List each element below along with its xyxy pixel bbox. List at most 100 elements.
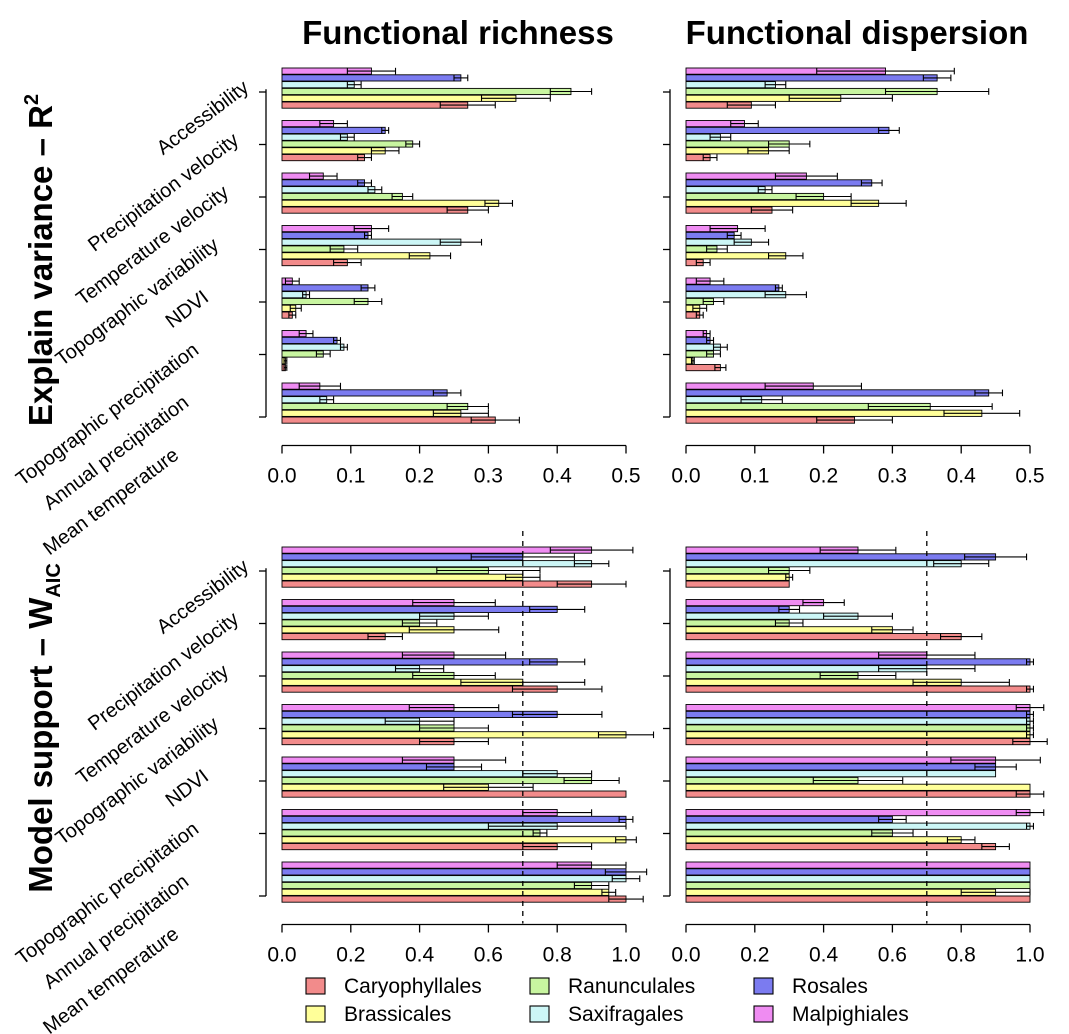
row-label-explain-variance-sup: 2 (21, 94, 43, 105)
bar-saxifragales (685, 875, 1031, 883)
svg-text:Model support – WAIC: Model support – WAIC (22, 563, 65, 893)
bar-brassicales (281, 836, 627, 844)
legend-swatch (529, 1005, 550, 1023)
bar-brassicales (281, 731, 627, 739)
bar-brassicales (281, 252, 431, 260)
bar-rosales (685, 553, 997, 561)
bar-brassicales (685, 731, 1031, 739)
bar-brassicales (281, 573, 524, 581)
x-tick-label: 0.0 (671, 944, 700, 967)
legend-item: Brassicales (305, 1003, 451, 1026)
bar-ranunculales (685, 881, 1031, 890)
x-tick-label: 0.8 (543, 944, 572, 967)
bar-caryophyllales (281, 790, 627, 798)
bar-ranunculales (281, 140, 414, 148)
legend-swatch (753, 977, 774, 995)
x-tick-label: 1.0 (1015, 944, 1044, 967)
bar-saxifragales (685, 717, 1031, 725)
bar-caryophyllales (281, 843, 558, 851)
bar-rosales (281, 284, 369, 292)
legend-item: Caryophyllales (305, 975, 482, 998)
bar-rosales (281, 126, 386, 134)
bar-saxifragales (281, 875, 627, 883)
row-label-model-support-sub: AIC (43, 563, 65, 597)
bar-malpighiales (281, 546, 593, 554)
bar-rosales (281, 179, 366, 187)
bar-caryophyllales (685, 738, 1031, 746)
bar-rosales (685, 815, 893, 823)
legend-item: Malpighiales (753, 1003, 909, 1026)
bar-malpighiales (281, 809, 558, 817)
bar-caryophyllales (281, 154, 366, 162)
bar-caryophyllales (685, 580, 790, 588)
bar-saxifragales (685, 822, 1031, 830)
bar-rosales (685, 389, 990, 397)
bar-ranunculales (281, 402, 469, 411)
x-tick-label: 0.1 (336, 465, 365, 488)
bar-saxifragales (281, 560, 593, 568)
bar-rosales (281, 605, 558, 613)
bar-rosales (281, 231, 369, 239)
legend-label: Saxifragales (568, 1003, 684, 1026)
chart-panels: 0.0 0.1 0.2 0.3 0.4 0.5 0.0 0.1 0.2 0.3 0.4 0.50.0 0… (259, 67, 1048, 967)
bar-ranunculales (281, 87, 572, 96)
chart-panel-2: 0.0 0.1 0.2 0.3 0.4 0.5 (663, 67, 1045, 488)
bar-saxifragales (685, 560, 962, 568)
legend-label: Rosales (792, 975, 868, 998)
legend-label: Malpighiales (792, 1003, 909, 1026)
bar-rosales (685, 74, 938, 82)
bar-brassicales (685, 888, 997, 896)
bar-brassicales (281, 199, 500, 207)
bar-brassicales (685, 836, 962, 844)
bar-ranunculales (685, 724, 1031, 732)
x-tick-label: 0.5 (611, 465, 640, 488)
bar-rosales (281, 815, 627, 823)
row-label-model-support-main: Model support – W (22, 597, 59, 893)
legend-label: Ranunculales (568, 975, 695, 998)
bar-malpighiales (685, 704, 1031, 712)
chart-panel-4: 0.0 0.2 0.4 0.6 0.8 1.0 (663, 531, 1048, 967)
legend-label: Caryophyllales (344, 975, 482, 998)
legend-swatch (753, 1005, 774, 1023)
bar-brassicales (281, 147, 386, 155)
bar-saxifragales (281, 343, 345, 351)
bar-rosales (685, 179, 873, 187)
bar-brassicales (685, 199, 880, 207)
bar-rosales (281, 389, 448, 397)
bar-brassicales (281, 94, 517, 102)
bar-saxifragales (281, 81, 355, 89)
bar-rosales (281, 336, 338, 344)
bar-brassicales (281, 888, 610, 896)
bar-malpighiales (685, 861, 1031, 869)
x-tick-label: 0.1 (740, 465, 769, 488)
x-tick-label: 0.2 (336, 944, 365, 967)
row-label-explain-variance-main: Explain variance – R (22, 105, 59, 426)
bar-ranunculales (281, 776, 593, 785)
bar-caryophyllales (281, 580, 593, 588)
bar-malpighiales (281, 861, 593, 869)
bar-brassicales (685, 626, 893, 634)
chart-panel-3: 0.0 0.2 0.4 0.6 0.8 1.0 (259, 531, 655, 967)
x-tick-label: 0.4 (543, 465, 573, 488)
x-tick-label: 0.6 (878, 944, 907, 967)
bar-rosales (685, 710, 1031, 718)
bar-ranunculales (281, 619, 421, 627)
bar-rosales (685, 126, 890, 134)
bar-caryophyllales (685, 685, 1031, 693)
bar-caryophyllales (685, 843, 997, 851)
legend-item: Rosales (753, 975, 868, 998)
bar-caryophyllales (685, 895, 1031, 903)
bar-rosales (685, 284, 780, 292)
chart-panel-1: 0.0 0.1 0.2 0.3 0.4 0.5 (259, 67, 641, 488)
x-tick-label: 0.3 (878, 465, 907, 488)
x-tick-label: 1.0 (611, 944, 640, 967)
bar-rosales (281, 868, 627, 876)
legend-item: Saxifragales (529, 1003, 684, 1026)
x-tick-label: 0.0 (671, 465, 700, 488)
x-tick-label: 0.8 (947, 944, 976, 967)
legend-label: Brassicales (344, 1003, 451, 1026)
bar-rosales (685, 868, 1031, 876)
bar-caryophyllales (281, 895, 627, 903)
bar-brassicales (685, 409, 983, 417)
